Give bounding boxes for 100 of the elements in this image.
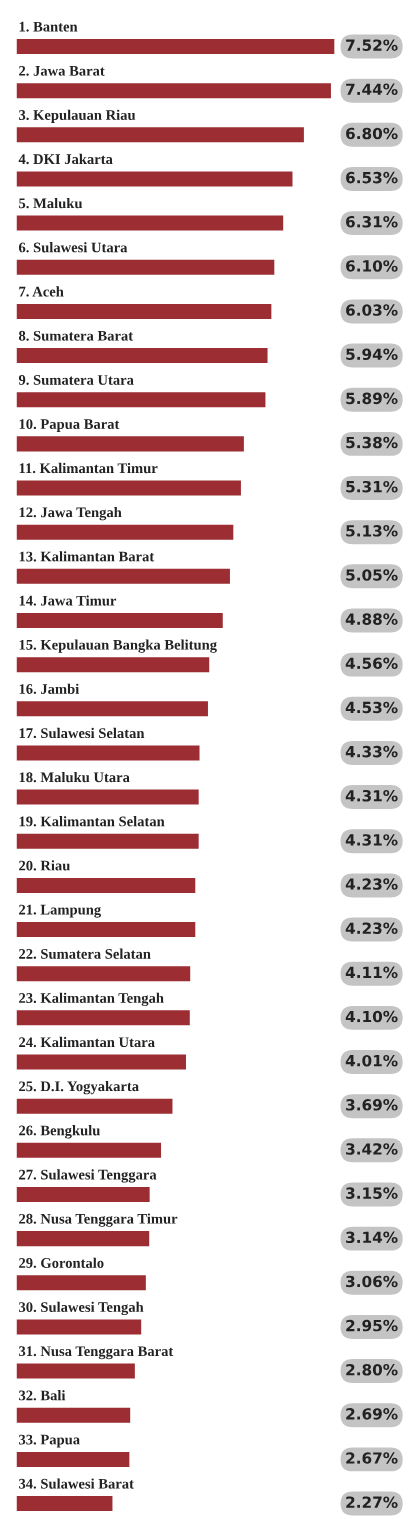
y-tick-label: 29. Gorontalo [19, 1257, 104, 1268]
y-tick-label: 23. Kalimantan Tengah [19, 992, 164, 1006]
y-tick-label: 10. Papua Barat [19, 419, 120, 432]
bar [16, 657, 210, 673]
y-tick-label: 6. Sulawesi Utara [18, 242, 128, 253]
data-label: 6.80% [346, 127, 398, 140]
bar [16, 303, 272, 319]
y-tick-label: 26. Bengkulu [19, 1125, 100, 1139]
bar [16, 1186, 150, 1202]
data-label: 3.06% [346, 1275, 398, 1288]
y-tick-label: 34. Sulawesi Barat [19, 1478, 134, 1489]
data-label: 4.23% [345, 878, 398, 890]
bar [16, 215, 284, 231]
bar [16, 480, 241, 496]
bar [16, 1451, 130, 1467]
data-label: 3.42% [346, 1143, 398, 1155]
data-label: 2.69% [346, 1408, 398, 1420]
bar [16, 1231, 150, 1247]
data-label: 4.31% [345, 789, 398, 802]
y-tick-label: 3. Kepulauan Riau [19, 109, 136, 123]
y-tick-label: 2. Jawa Barat [19, 65, 105, 76]
y-tick-label: 21. Lampung [19, 904, 102, 918]
y-tick-label: 28. Nusa Tenggara Timur [19, 1213, 178, 1227]
bar [16, 568, 230, 584]
bar [16, 524, 234, 540]
bar [16, 436, 244, 452]
bar [16, 1010, 190, 1026]
bar [16, 1142, 162, 1158]
bar [16, 1407, 131, 1423]
y-tick-label: 20. Riau [19, 860, 70, 871]
data-label: 4.33% [345, 745, 398, 758]
data-label: 5.31% [346, 480, 398, 493]
y-tick-label: 30. Sulawesi Tengah [19, 1301, 144, 1316]
data-label: 5.05% [346, 569, 398, 581]
y-tick-label: 32. Bali [19, 1390, 66, 1401]
y-tick-label: 1. Banten [19, 21, 78, 32]
data-label: 5.89% [346, 392, 398, 405]
data-label: 5.94% [346, 348, 398, 361]
y-tick-label: 33. Papua [19, 1434, 80, 1448]
y-tick-label: 18. Maluku Utara [19, 771, 130, 783]
y-tick-label: 12. Jawa Tengah [19, 506, 122, 521]
y-tick-label: 8. Sumatera Barat [18, 330, 134, 341]
bar [16, 922, 196, 938]
y-tick-label: 17. Sulawesi Selatan [19, 727, 145, 739]
data-label: 4.56% [345, 657, 398, 670]
y-tick-label: 5. Maluku [19, 197, 83, 209]
data-label: 7.52% [346, 39, 398, 51]
data-label: 4.11% [345, 966, 398, 979]
y-tick-label: 14. Jawa Timur [19, 595, 117, 606]
bar [16, 701, 208, 717]
y-tick-label: 4. DKI Jakarta [18, 153, 113, 165]
data-label: 6.03% [346, 304, 398, 316]
y-tick-label: 11. Kalimantan Timur [19, 462, 158, 474]
bar [16, 1054, 186, 1070]
data-label: 6.53% [346, 171, 398, 184]
y-tick-label: 24. Kalimantan Utara [19, 1036, 155, 1048]
data-label: 6.10% [346, 260, 398, 272]
data-label: 6.31% [346, 215, 398, 228]
bar [16, 833, 199, 849]
bar [16, 259, 275, 275]
data-label: 2.80% [346, 1363, 398, 1376]
y-tick-label: 25. D.I. Yogyakarta [19, 1080, 139, 1095]
data-label: 5.13% [346, 525, 398, 537]
data-label: 4.31% [345, 834, 398, 846]
y-tick-label: 15. Kepulauan Bangka Belitung [19, 639, 217, 653]
data-label: 2.95% [346, 1319, 398, 1332]
bar [16, 789, 199, 805]
y-tick-label: 22. Sumatera Selatan [19, 948, 151, 959]
bar [16, 966, 191, 982]
bar [16, 877, 196, 893]
data-label: 3.14% [346, 1231, 398, 1244]
bar [16, 127, 304, 143]
data-label: 4.53% [345, 701, 398, 714]
bar [16, 1496, 113, 1512]
y-tick-label: 31. Nusa Tenggara Barat [19, 1346, 174, 1360]
data-label: 2.27% [346, 1496, 398, 1508]
bar [16, 1363, 135, 1379]
data-label: 2.67% [346, 1452, 398, 1464]
data-label: 7.44% [346, 83, 398, 96]
data-label: 3.69% [346, 1099, 398, 1111]
bar [16, 1319, 142, 1335]
data-label: 4.10% [345, 1010, 398, 1023]
y-tick-label: 9. Sumatera Utara [18, 375, 134, 385]
bar [16, 745, 200, 761]
y-tick-label: 16. Jambi [19, 683, 80, 694]
data-label: 4.01% [345, 1054, 398, 1067]
data-label: 4.88% [345, 613, 398, 625]
bar [16, 392, 266, 408]
data-label: 5.38% [346, 436, 398, 449]
bar [16, 1098, 173, 1114]
bar [16, 39, 335, 55]
y-tick-label: 19. Kalimantan Selatan [19, 816, 165, 827]
y-tick-label: 7. Aceh [19, 286, 64, 297]
y-tick-label: 27. Sulawesi Tenggara [19, 1169, 157, 1183]
data-label: 4.23% [345, 922, 398, 934]
y-tick-label: 13. Kalimantan Barat [19, 551, 155, 562]
bar [16, 171, 293, 187]
bar [16, 612, 223, 628]
data-label: 3.15% [346, 1187, 398, 1199]
bar [16, 83, 331, 99]
